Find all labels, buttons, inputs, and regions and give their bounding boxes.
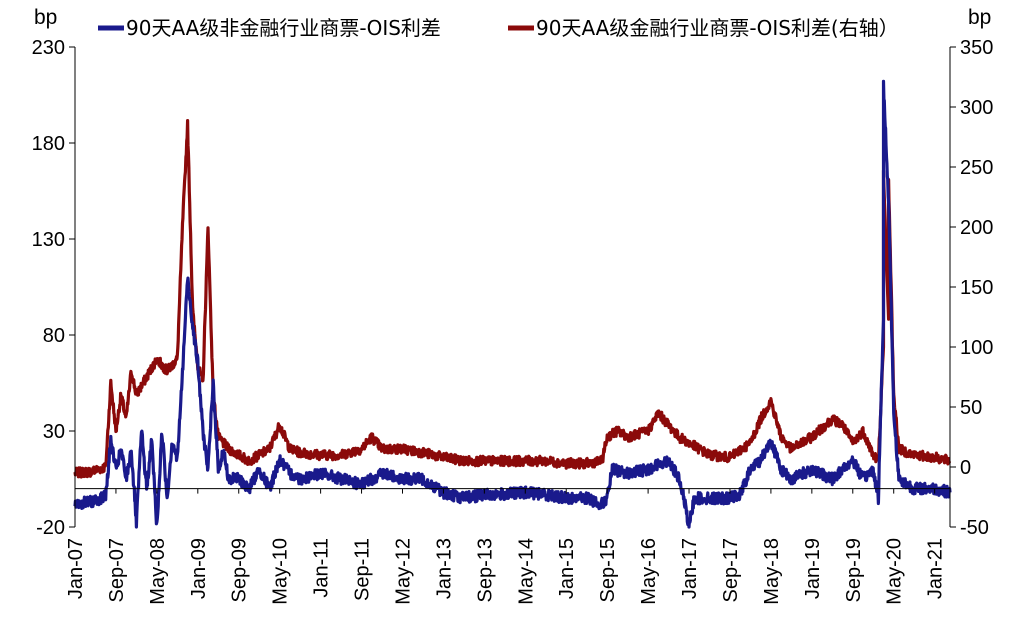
left-tick-label: -20 xyxy=(36,517,65,539)
right-tick-label: 150 xyxy=(960,277,993,299)
x-tick-label: Jan-15 xyxy=(556,538,578,599)
left-tick-label: 80 xyxy=(43,325,65,347)
right-tick-label: 250 xyxy=(960,157,993,179)
x-tick-label: Sep-19 xyxy=(843,538,865,603)
x-tick-label: Sep-13 xyxy=(474,538,496,603)
right-tick-label: 50 xyxy=(960,397,982,419)
series-line-financial xyxy=(73,119,952,479)
x-tick-label: Jan-09 xyxy=(188,538,210,599)
right-tick-label: -50 xyxy=(960,517,989,539)
legend: 90天AA级非金融行业商票-OIS利差 90天AA级金融行业商票-OIS利差(右… xyxy=(98,16,899,40)
x-tick-label: May-10 xyxy=(270,538,292,605)
x-tick-label: May-20 xyxy=(884,538,906,605)
plot-lines xyxy=(73,79,952,529)
left-axis-unit: bp xyxy=(34,6,57,29)
x-tick-label: May-14 xyxy=(515,538,537,605)
right-tick-label: 0 xyxy=(960,457,971,479)
x-tick-label: Sep-09 xyxy=(229,538,251,603)
x-tick-label: May-18 xyxy=(761,538,783,605)
right-tick-label: 300 xyxy=(960,97,993,119)
legend-label-right: 90天AA级金融行业商票-OIS利差(右轴） xyxy=(536,16,899,40)
x-tick-label: Jan-11 xyxy=(311,538,333,598)
x-tick-label: Sep-07 xyxy=(106,538,128,603)
legend-label-left: 90天AA级非金融行业商票-OIS利差 xyxy=(126,16,441,40)
x-tick-label: Jan-21 xyxy=(925,538,947,599)
left-tick-label: 180 xyxy=(32,133,65,155)
left-tick-label: 30 xyxy=(43,421,65,443)
x-tick-label: Jan-19 xyxy=(802,538,824,599)
series-line-nonfinancial xyxy=(73,79,952,529)
x-tick-label: Sep-11 xyxy=(352,538,374,601)
right-tick-label: 350 xyxy=(960,37,993,59)
x-tick-label: May-08 xyxy=(147,538,169,605)
x-tick-label: Jan-13 xyxy=(433,538,455,599)
x-tick-label: Jan-17 xyxy=(679,538,701,599)
right-tick-label: 200 xyxy=(960,217,993,239)
right-axis-unit: bp xyxy=(968,6,991,29)
x-tick-label: Jan-07 xyxy=(65,538,87,599)
left-tick-label: 130 xyxy=(32,229,65,251)
x-tick-label: Sep-15 xyxy=(597,538,619,603)
x-tick-label: May-12 xyxy=(392,538,414,605)
right-tick-label: 100 xyxy=(960,337,993,359)
x-tick-label: May-16 xyxy=(638,538,660,605)
left-tick-label: 230 xyxy=(32,37,65,59)
x-tick-label: Sep-17 xyxy=(720,538,742,603)
axes: -20 30 80 130 180 230 -50 0 50 100 150 200 250 300 350… xyxy=(32,37,994,605)
